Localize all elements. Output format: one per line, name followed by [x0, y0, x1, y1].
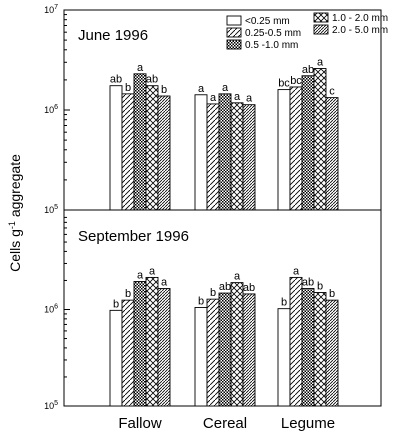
bar-top-cereal-s0 — [194, 94, 208, 211]
significance-letter: a — [210, 92, 217, 104]
bar-bottom-cereal-s2 — [218, 292, 232, 407]
bar-bottom-legume-s1 — [289, 276, 303, 407]
significance-letter: b — [281, 297, 287, 309]
significance-letter: ab — [219, 281, 231, 293]
x-axis-categories: Fallow Cereal Legume — [118, 415, 335, 432]
bar-top-legume-s0 — [277, 89, 291, 211]
legend: <0.25 mm0.25-0.5 mm0.5 -1.0 mm 1.0 - 2.0 … — [226, 12, 388, 51]
bar-bottom-fallow-s1 — [121, 299, 135, 407]
legend-swatch — [226, 27, 242, 38]
bar-bottom-legume-s4 — [325, 299, 339, 407]
significance-letter: b — [329, 288, 335, 300]
legend-label: 1.0 - 2.0 mm — [332, 13, 388, 24]
legend-swatch — [226, 15, 242, 26]
bar-top-cereal-s2 — [218, 93, 232, 211]
significance-letter: ab — [302, 277, 314, 289]
legend-swatch — [226, 39, 242, 50]
significance-letter: ab — [110, 74, 122, 86]
bar-bottom-fallow-s4 — [157, 288, 171, 407]
legend-swatch — [313, 12, 329, 23]
significance-letter: b — [113, 298, 119, 310]
bar-top-cereal-s4 — [242, 104, 256, 211]
y-tick-label: 105 — [44, 204, 58, 215]
significance-letter: bc — [278, 78, 290, 90]
legend-label: 0.25-0.5 mm — [245, 28, 301, 39]
significance-letter: ab — [146, 74, 158, 86]
significance-letter: a — [317, 57, 324, 69]
bar-top-fallow-s4 — [157, 95, 171, 211]
bar-bottom-legume-s2 — [301, 288, 315, 407]
x-category-label: Legume — [281, 415, 335, 432]
significance-letter: a — [149, 265, 156, 277]
bar-bottom-fallow-s0 — [109, 309, 123, 407]
y-tick-label: 107 — [44, 4, 58, 15]
legend-swatch — [313, 24, 329, 35]
bar-top-fallow-s0 — [109, 85, 123, 211]
y-tick-label: 106 — [44, 304, 58, 315]
bar-top-legume-s3 — [313, 68, 327, 211]
bar-top-cereal-s1 — [206, 103, 220, 211]
bottom-panel-title: September 1996 — [78, 228, 189, 245]
significance-letter: c — [329, 86, 335, 98]
significance-letter: b — [161, 84, 167, 96]
bar-bottom-fallow-s2 — [133, 281, 147, 407]
bar-top-legume-s1 — [289, 86, 303, 211]
significance-letter: a — [293, 265, 300, 277]
significance-letter: b — [210, 287, 216, 299]
bar-top-cereal-s3 — [230, 102, 244, 211]
bar-top-legume-s2 — [301, 75, 315, 211]
significance-letter: a — [246, 93, 253, 105]
top-panel-title: June 1996 — [78, 27, 148, 44]
significance-letter: b — [125, 288, 131, 300]
significance-letter: a — [198, 83, 205, 95]
significance-letter: b — [125, 82, 131, 94]
bar-top-legume-s4 — [325, 97, 339, 211]
legend-label: <0.25 mm — [245, 16, 290, 27]
bar-top-fallow-s2 — [133, 73, 147, 211]
significance-letter: ab — [243, 282, 255, 294]
significance-letter: bc — [290, 75, 302, 87]
x-category-label: Fallow — [118, 415, 162, 432]
bar-top-fallow-s1 — [121, 93, 135, 211]
significance-letter: a — [222, 82, 229, 94]
y-axis-title: Cells g-1 aggregate — [7, 154, 23, 272]
significance-letter: a — [234, 91, 241, 103]
x-category-label: Cereal — [203, 415, 247, 432]
bar-top-fallow-s3 — [145, 85, 159, 211]
significance-letter: a — [137, 62, 144, 74]
bar-bottom-cereal-s0 — [194, 307, 208, 407]
y-tick-label: 106 — [44, 104, 58, 115]
significance-letter: ab — [302, 64, 314, 76]
bar-bottom-legume-s0 — [277, 308, 291, 407]
significance-letter: a — [234, 271, 241, 283]
bar-bottom-cereal-s1 — [206, 298, 220, 407]
significance-letter: a — [161, 277, 168, 289]
bar-bottom-cereal-s3 — [230, 282, 244, 407]
significance-letter: b — [198, 295, 204, 307]
bar-bottom-fallow-s3 — [145, 276, 159, 407]
legend-label: 2.0 - 5.0 mm — [332, 25, 388, 36]
bar-bottom-legume-s3 — [313, 292, 327, 407]
y-tick-label: 105 — [44, 400, 58, 411]
significance-letter: b — [317, 281, 323, 293]
bar-bottom-cereal-s4 — [242, 293, 256, 407]
significance-letter: a — [137, 270, 144, 282]
legend-label: 0.5 -1.0 mm — [245, 40, 298, 51]
